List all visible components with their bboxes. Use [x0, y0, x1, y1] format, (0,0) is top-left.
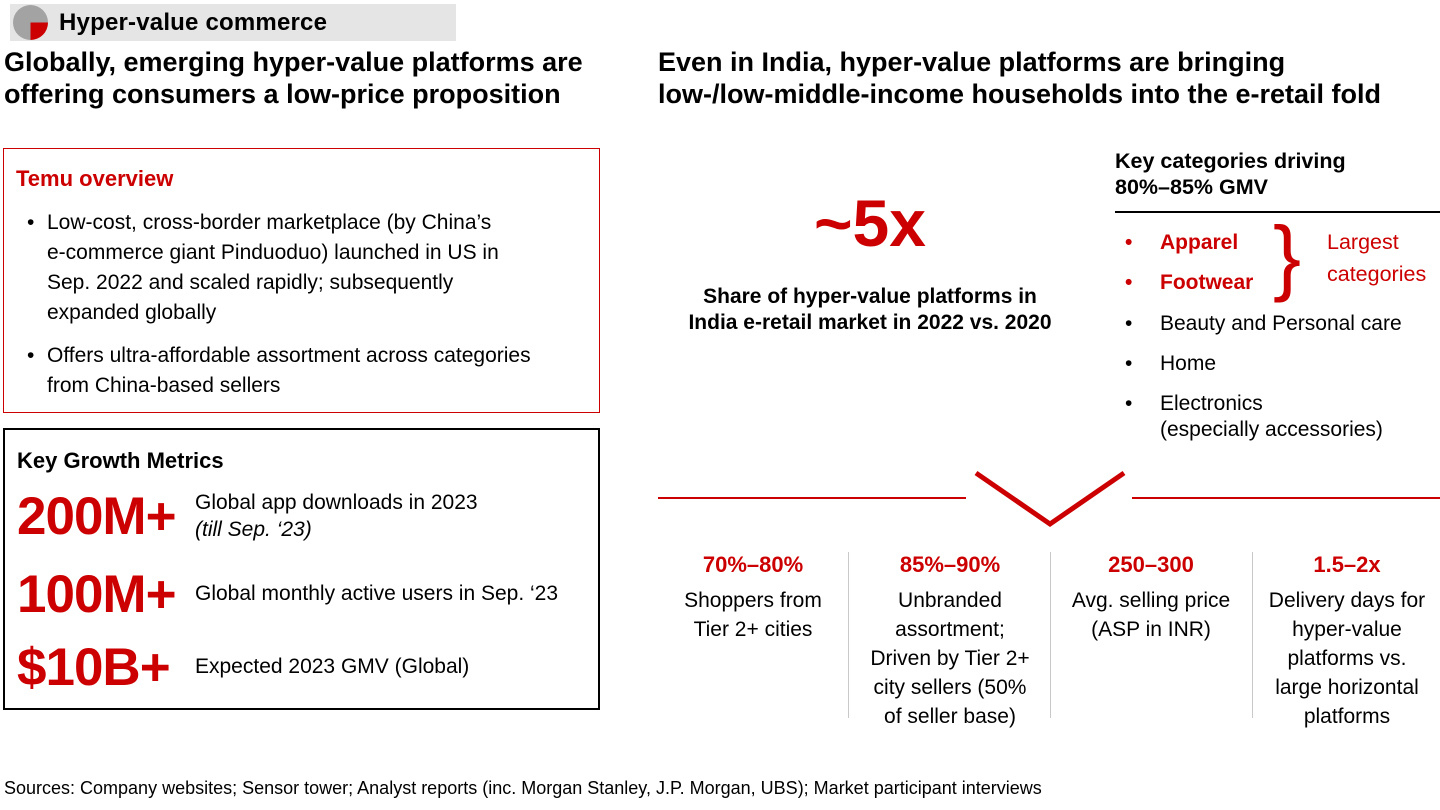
slide-tag-badge: Hyper-value commerce: [10, 4, 456, 41]
key-growth-metrics-box: Key Growth Metrics 200M+ Global app down…: [3, 428, 600, 710]
stat-column: 1.5–2x Delivery days for hyper-value pla…: [1256, 552, 1438, 732]
list-item: Beauty and Personal care: [1115, 311, 1440, 337]
metric-label-text: Global app downloads in 2023: [195, 491, 478, 515]
pie-chart-icon: [13, 5, 48, 40]
brace-annotation: Largest categories: [1327, 230, 1427, 287]
list-item: Electronics (especially accessories): [1115, 391, 1440, 443]
column-divider: [848, 552, 849, 718]
metric-label-text: Expected 2023 GMV (Global): [195, 655, 470, 679]
left-heading: Globally, emerging hyper-value platforms…: [4, 47, 583, 110]
stat-caption: Share of hyper-value platforms in India …: [688, 285, 1052, 335]
metric-row: 100M+ Global monthly active users in Sep…: [17, 568, 586, 621]
stat-column-label: Unbranded assortment; Driven by Tier 2+ …: [870, 589, 1030, 728]
list-item: Low-cost, cross-border marketplace (by C…: [14, 208, 589, 328]
stat-column-label: Delivery days for hyper-value platforms …: [1268, 589, 1426, 728]
metric-value: 200M+: [17, 487, 177, 546]
list-item: Footwear: [1115, 270, 1440, 296]
key-categories-title: Key categories driving 80%–85% GMV: [1115, 149, 1346, 200]
slide-tag-label: Hyper-value commerce: [59, 8, 328, 36]
temu-overview-title: Temu overview: [16, 166, 174, 191]
metric-label: Global app downloads in 2023 (till Sep. …: [195, 490, 478, 543]
divider-line-right: [1132, 497, 1440, 499]
stat-column: 70%–80% Shoppers from Tier 2+ cities: [658, 552, 848, 645]
metric-row: $10B+ Expected 2023 GMV (Global): [17, 641, 586, 694]
stat-value: ~5x: [814, 186, 926, 260]
key-categories-block: Key categories driving 80%–85% GMV Appar…: [1115, 148, 1440, 457]
key-growth-metrics-title: Key Growth Metrics: [17, 448, 224, 473]
metric-label: Expected 2023 GMV (Global): [195, 654, 469, 680]
list-item: Offers ultra-affordable assortment acros…: [14, 341, 589, 401]
key-categories-list: Apparel Footwear Beauty and Personal car…: [1115, 230, 1440, 442]
divider-line-left: [658, 497, 966, 499]
metric-label-text: Global monthly active users in Sep. ‘23: [195, 582, 559, 606]
stat-column-value: 70%–80%: [702, 552, 804, 577]
list-item: Home: [1115, 351, 1440, 377]
stat-column-label: Avg. selling price (ASP in INR): [1071, 589, 1231, 641]
stat-column-value: 250–300: [1108, 552, 1194, 577]
metric-value: $10B+: [17, 638, 171, 697]
brace-icon: }: [1273, 209, 1302, 303]
stat-column: 85%–90% Unbranded assortment; Driven by …: [852, 552, 1048, 732]
column-divider: [1050, 552, 1051, 718]
list-item: Apparel: [1115, 230, 1440, 256]
stat-column: 250–300 Avg. selling price (ASP in INR): [1054, 552, 1248, 645]
column-divider: [1252, 552, 1253, 718]
temu-overview-bullets: Low-cost, cross-border marketplace (by C…: [14, 208, 589, 401]
metric-label-note: (till Sep. ‘23): [195, 517, 312, 541]
chevron-down-icon: [974, 470, 1126, 528]
sources-note: Sources: Company websites; Sensor tower;…: [4, 778, 1042, 798]
stat-column-value: 85%–90%: [899, 552, 1001, 577]
stat-column-value: 1.5–2x: [1313, 552, 1381, 577]
metric-value: 100M+: [17, 565, 177, 624]
right-heading: Even in India, hyper-value platforms are…: [658, 47, 1382, 110]
metric-label: Global monthly active users in Sep. ‘23: [195, 581, 558, 607]
metric-row: 200M+ Global app downloads in 2023 (till…: [17, 490, 586, 543]
divider-line: [1115, 211, 1440, 214]
stat-column-label: Shoppers from Tier 2+ cities: [684, 589, 822, 641]
temu-overview-box: Temu overview Low-cost, cross-border mar…: [3, 148, 600, 413]
growth-multiple-stat: ~5x Share of hyper-value platforms in In…: [658, 190, 1082, 336]
